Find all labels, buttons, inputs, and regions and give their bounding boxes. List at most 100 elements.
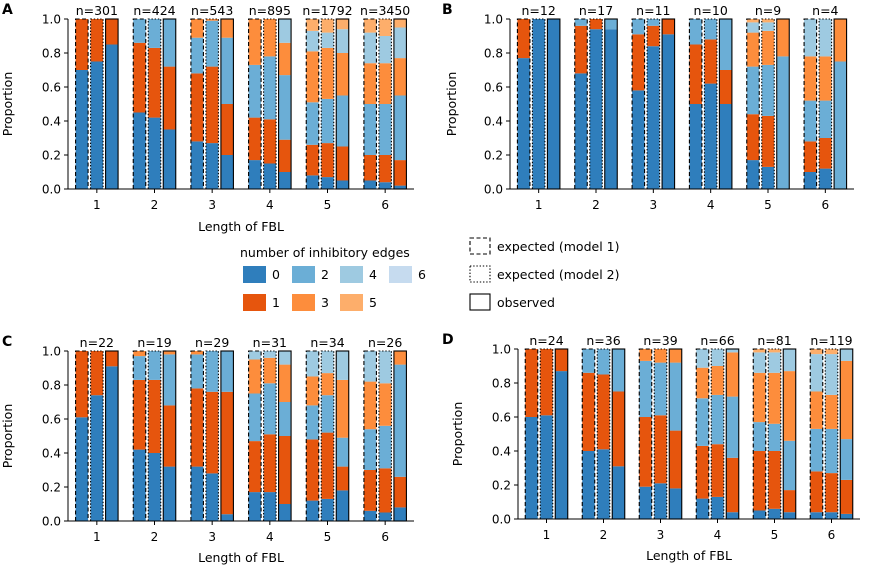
bar-segment xyxy=(696,445,709,499)
bar-segment xyxy=(632,90,645,189)
bar-segment xyxy=(393,95,407,161)
legend-swatch-label: 5 xyxy=(369,295,377,310)
y-axis-label: Proportion xyxy=(444,72,459,137)
bar-segment xyxy=(810,471,823,513)
x-axis-label: Length of FBL xyxy=(646,548,732,563)
x-tick-label: 3 xyxy=(650,198,658,212)
y-tick-label: 0.2 xyxy=(42,149,61,163)
bar-segment xyxy=(163,466,176,521)
bar-segment xyxy=(819,100,832,138)
bar-segment xyxy=(133,449,146,521)
bar-segment xyxy=(321,32,334,48)
bar-segment xyxy=(363,63,377,104)
bar-segment xyxy=(825,354,838,395)
bar-segment xyxy=(363,510,377,521)
y-tick-label: 0.0 xyxy=(484,183,503,197)
n-label: n=10 xyxy=(694,3,728,18)
bar-segment xyxy=(719,70,732,104)
y-tick-label: 1.0 xyxy=(42,345,61,359)
bar-segment xyxy=(393,507,407,521)
bar-segment xyxy=(604,19,618,30)
legend: number of inhibitory edges 0 2 4 6 1 3 5 expec… xyxy=(240,237,619,311)
bar-segment xyxy=(278,504,292,521)
bar-segment xyxy=(574,73,588,189)
bar-segment xyxy=(263,56,277,120)
bar-segment xyxy=(205,143,219,189)
bar-segment xyxy=(336,466,349,491)
bar-segment xyxy=(746,114,760,161)
bar-segment xyxy=(378,19,392,36)
bar-segment xyxy=(597,374,610,450)
bar-segment xyxy=(205,66,219,144)
bar-segment xyxy=(148,117,161,189)
bar-segment xyxy=(306,30,319,52)
x-tick-label: 1 xyxy=(93,198,101,212)
x-tick-label: 4 xyxy=(266,530,274,544)
x-tick-label: 6 xyxy=(822,198,830,212)
bar-segment xyxy=(393,476,407,508)
bar-segment xyxy=(306,175,319,189)
bar-segment xyxy=(654,349,667,363)
bar-segment xyxy=(363,351,377,382)
bar-segment xyxy=(517,19,530,59)
bar-segment xyxy=(393,27,407,59)
bar-segment xyxy=(393,58,407,96)
bar-segment xyxy=(819,19,832,57)
bar-segment xyxy=(840,439,853,480)
bar-segment xyxy=(263,492,277,521)
bar-segment xyxy=(768,423,781,451)
legend-swatch xyxy=(243,294,266,311)
bar-segment xyxy=(840,479,853,514)
bar-segment xyxy=(761,166,775,189)
bar-segment xyxy=(148,453,161,521)
bar-segment xyxy=(783,490,796,513)
bar-segment xyxy=(263,351,277,358)
bar-segment xyxy=(263,383,277,435)
x-tick-label: 3 xyxy=(657,528,665,542)
bar-segment xyxy=(726,512,739,519)
n-label: n=301 xyxy=(76,3,118,18)
bar-segment xyxy=(704,19,717,40)
bar-segment xyxy=(393,160,407,186)
bar-segment xyxy=(306,500,319,521)
bar-segment xyxy=(632,34,645,91)
bar-segment xyxy=(133,379,146,450)
bar-segment xyxy=(574,19,588,26)
bar-segment xyxy=(190,466,204,521)
bar-segment xyxy=(783,440,796,491)
y-tick-label: 0.4 xyxy=(492,445,511,459)
y-axis-label: Proportion xyxy=(0,72,15,137)
bar-segment xyxy=(783,371,796,441)
y-tick-label: 0.8 xyxy=(492,377,511,391)
x-tick-label: 4 xyxy=(266,198,274,212)
bar-segment xyxy=(378,468,392,513)
x-axis-label: Length of FBL xyxy=(198,219,284,234)
bar-segment xyxy=(804,172,817,189)
n-label: n=19 xyxy=(137,335,171,350)
bar-segment xyxy=(547,19,560,189)
bar-segment xyxy=(719,19,732,70)
n-label: n=424 xyxy=(133,3,175,18)
n-label: n=119 xyxy=(810,333,852,348)
x-tick-label: 1 xyxy=(93,530,101,544)
bar-segment xyxy=(105,19,119,45)
panel-label: A xyxy=(2,2,13,18)
bar-segment xyxy=(525,417,538,519)
n-label: n=1792 xyxy=(302,3,352,18)
bar-segment xyxy=(363,381,377,430)
bar-segment xyxy=(278,75,292,140)
n-label: n=4 xyxy=(812,3,838,18)
bar-segment xyxy=(783,349,796,372)
bar-segment xyxy=(278,19,292,43)
panel-label: B xyxy=(442,2,453,18)
bar-segment xyxy=(819,56,832,101)
n-label: n=12 xyxy=(522,3,556,18)
bar-segment xyxy=(133,351,146,357)
bar-segment xyxy=(582,451,595,519)
bar-segment xyxy=(321,373,334,396)
bar-segment xyxy=(148,19,161,48)
bar-segment xyxy=(105,366,119,521)
bar-segment xyxy=(336,95,349,147)
bar-segment xyxy=(612,349,625,392)
